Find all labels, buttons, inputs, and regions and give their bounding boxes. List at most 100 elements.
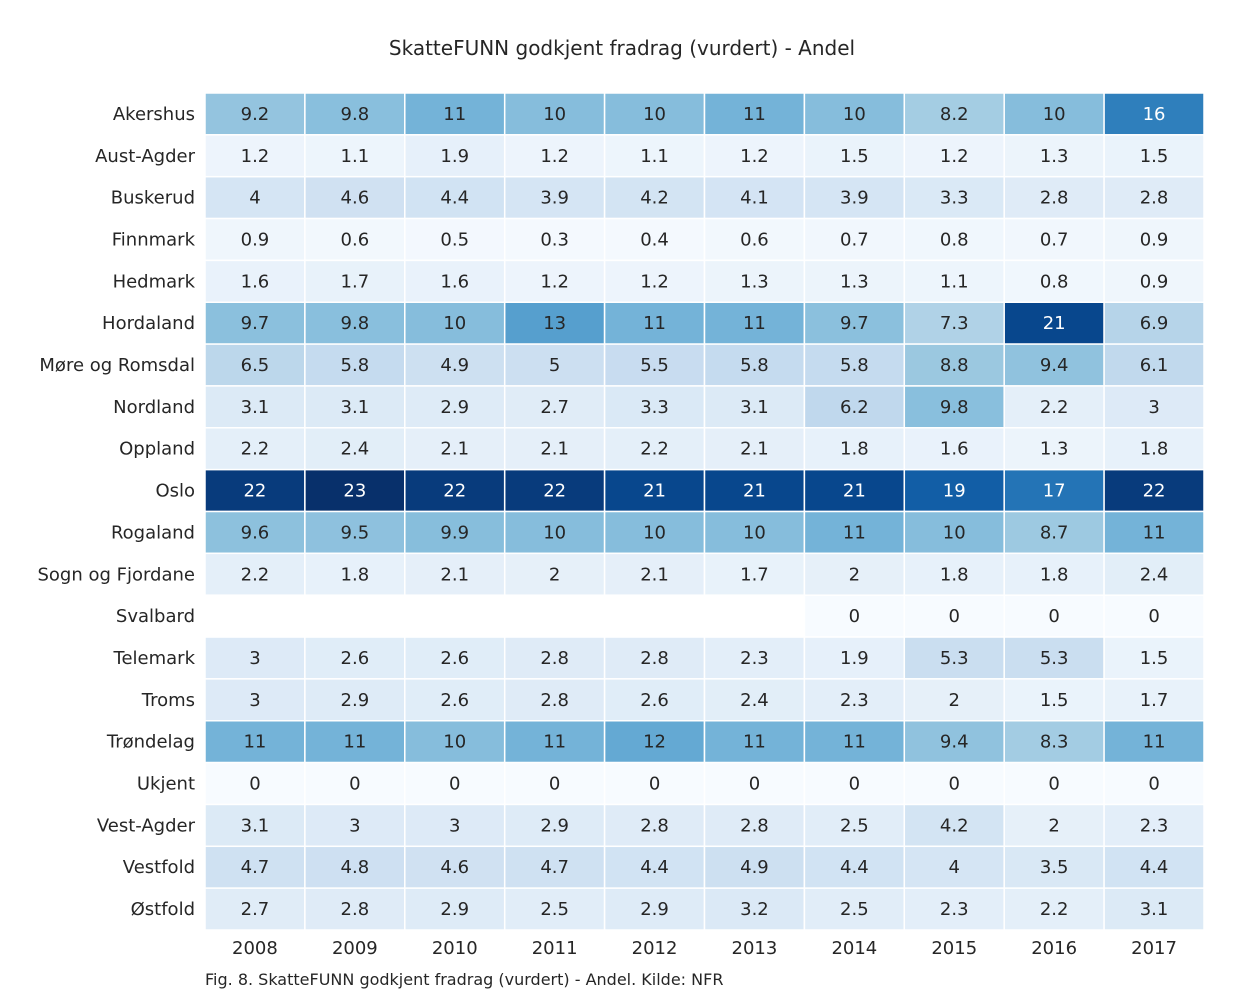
heatmap-cell <box>703 552 806 596</box>
heatmap-cell <box>803 510 906 555</box>
cell-value-label: 22 <box>543 481 566 502</box>
row-label: Vestfold <box>123 857 195 878</box>
cell-value-label: 9.5 <box>341 522 370 543</box>
cell-value-label: 22 <box>243 481 266 502</box>
cell-value-label: 3 <box>449 815 460 836</box>
heatmap-cell <box>1003 552 1105 596</box>
cell-value-label: 1.5 <box>840 146 869 167</box>
heatmap-cell <box>603 427 706 471</box>
heatmap-cell <box>304 259 406 303</box>
cell-value-label: 8.8 <box>940 355 969 376</box>
heatmap-cell <box>903 845 1005 889</box>
heatmap-cell <box>404 301 506 345</box>
heatmap-cell <box>803 761 906 806</box>
row-label: Ukjent <box>137 774 195 795</box>
heatmap-cell <box>603 259 706 303</box>
cell-value-label: 1.1 <box>640 146 669 167</box>
cell-value-label: 3.1 <box>241 397 270 418</box>
heatmap-cell <box>503 720 606 764</box>
cell-value-label: 4.9 <box>440 355 469 376</box>
cell-value-label: 3 <box>349 815 360 836</box>
heatmap-cell <box>304 385 406 429</box>
column-label: 2015 <box>931 938 977 959</box>
cell-value-label: 5.8 <box>341 355 370 376</box>
heatmap-cell <box>1103 720 1205 764</box>
cell-value-label: 9.6 <box>241 522 270 543</box>
heatmap-cell <box>903 594 1005 638</box>
heatmap-cell <box>304 92 406 136</box>
cell-value-label: 2.1 <box>540 439 569 460</box>
heatmap-cell <box>603 636 706 680</box>
chart-title: SkatteFUNN godkjent fradrag (vurdert) - … <box>389 36 855 60</box>
cell-value-label: 3.1 <box>341 397 370 418</box>
cell-value-label: 0.8 <box>940 229 969 250</box>
heatmap-cell <box>903 134 1005 178</box>
cell-value-label: 0.9 <box>241 229 270 250</box>
cell-value-label: 16 <box>1143 104 1166 125</box>
heatmap-cell <box>304 510 406 555</box>
cell-value-label: 4.4 <box>640 857 669 878</box>
heatmap-cell <box>1003 594 1105 638</box>
heatmap-cell <box>204 720 306 764</box>
cell-value-label: 11 <box>743 313 766 334</box>
cell-value-label: 11 <box>443 104 466 125</box>
cell-value-label: 9.4 <box>1040 355 1069 376</box>
heatmap-cell <box>404 510 506 555</box>
cell-value-label: 3.2 <box>740 899 769 920</box>
cell-value-label: 17 <box>1043 481 1066 502</box>
row-label: Buskerud <box>111 188 195 209</box>
heatmap-cell <box>603 510 706 555</box>
cell-value-label: 3.3 <box>640 397 669 418</box>
cell-value-label: 4.4 <box>1140 857 1169 878</box>
cell-value-label: 0 <box>349 774 360 795</box>
cell-value-label: 9.7 <box>241 313 270 334</box>
row-label: Møre og Romsdal <box>39 355 195 376</box>
heatmap-cell <box>603 301 706 345</box>
row-label: Trøndelag <box>106 732 195 753</box>
cell-value-label: 1.2 <box>540 271 569 292</box>
heatmap-cell <box>404 427 506 471</box>
cell-value-label: 1.8 <box>1040 564 1069 585</box>
cell-value-label: 0 <box>1148 774 1159 795</box>
heatmap-cell <box>903 510 1005 555</box>
cell-value-label: 1.8 <box>341 564 370 585</box>
heatmap-cell <box>304 761 406 806</box>
heatmap-cell <box>503 803 606 848</box>
cell-value-label: 2.3 <box>840 690 869 711</box>
heatmap-cell <box>803 887 906 931</box>
cell-value-label: 3 <box>1148 397 1159 418</box>
cell-value-label: 10 <box>643 104 666 125</box>
column-label: 2008 <box>232 938 278 959</box>
cell-value-label: 0 <box>1048 606 1059 627</box>
cell-value-label: 22 <box>443 481 466 502</box>
cell-value-label: 2.7 <box>241 899 270 920</box>
heatmap-cell <box>703 217 806 262</box>
cell-value-label: 2.2 <box>1040 899 1069 920</box>
row-label: Finnmark <box>112 229 196 250</box>
cell-value-label: 10 <box>943 522 966 543</box>
cell-value-label: 0.4 <box>640 229 669 250</box>
cell-value-label: 4 <box>249 188 260 209</box>
heatmap-cell <box>304 552 406 596</box>
cell-value-label: 1.2 <box>740 146 769 167</box>
cell-value-label: 0 <box>949 606 960 627</box>
cell-value-label: 1.5 <box>1140 648 1169 669</box>
cell-value-label: 3.9 <box>540 188 569 209</box>
cell-value-label: 2.9 <box>540 815 569 836</box>
cell-value-label: 2.1 <box>640 564 669 585</box>
heatmap-cell <box>1103 845 1205 889</box>
heatmap-cell <box>1103 552 1205 596</box>
cell-value-label: 2.2 <box>241 564 270 585</box>
cell-value-label: 6.5 <box>241 355 270 376</box>
column-label: 2010 <box>432 938 478 959</box>
row-label: Hedmark <box>113 271 196 292</box>
cell-value-label: 11 <box>843 522 866 543</box>
cell-value-label: 0.6 <box>341 229 370 250</box>
heatmap-cell <box>404 636 506 680</box>
cell-value-label: 0 <box>949 774 960 795</box>
row-label: Vest-Agder <box>97 815 196 836</box>
cell-value-label: 11 <box>343 732 366 753</box>
cell-value-label: 11 <box>1143 522 1166 543</box>
heatmap-cell <box>803 468 906 513</box>
